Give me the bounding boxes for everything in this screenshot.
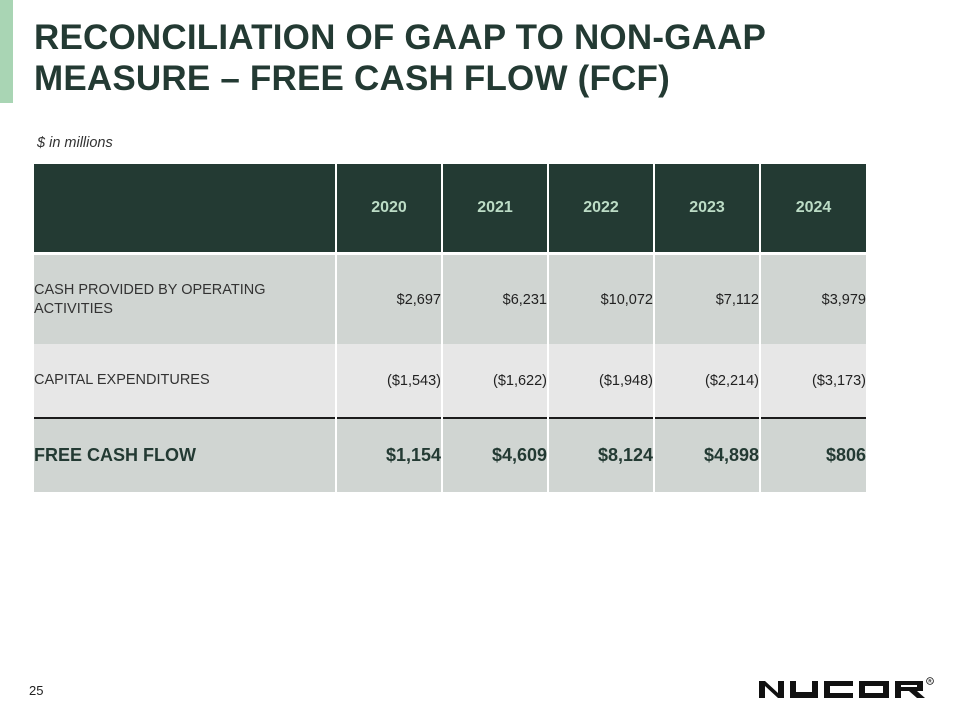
cell-operating-cash-2024: $3,979: [760, 255, 866, 344]
registered-mark-icon: R: [926, 677, 934, 685]
cell-operating-cash-2020: $2,697: [336, 255, 443, 344]
row-label-capital-expenditures: CAPITAL EXPENDITURES: [34, 344, 337, 418]
column-header-2022: 2022: [548, 164, 655, 252]
cell-operating-cash-2022: $10,072: [548, 255, 655, 344]
cell-fcf-2021: $4,609: [442, 419, 549, 492]
table-row-capital-expenditures: CAPITAL EXPENDITURES ($1,543) ($1,622) (…: [34, 344, 866, 418]
cell-capex-2020: ($1,543): [336, 344, 443, 418]
table-row-operating-cash: CASH PROVIDED BY OPERATING ACTIVITIES $2…: [34, 255, 866, 344]
cell-fcf-2020: $1,154: [336, 419, 443, 492]
fcf-reconciliation-table: 2020 2021 2022 2023 2024 CASH PROVIDED B…: [34, 164, 866, 492]
column-header-2021: 2021: [442, 164, 549, 252]
nucor-wordmark-icon: [759, 681, 925, 698]
header-corner-cell: [34, 164, 337, 252]
table-header-row: 2020 2021 2022 2023 2024: [34, 164, 866, 252]
nucor-logo: R: [759, 677, 934, 698]
cell-fcf-2024: $806: [760, 419, 866, 492]
svg-text:R: R: [928, 679, 932, 684]
page-number: 25: [29, 683, 44, 698]
cell-capex-2024: ($3,173): [760, 344, 866, 418]
cell-capex-2022: ($1,948): [548, 344, 655, 418]
page-title-line-1: RECONCILIATION OF GAAP TO NON-GAAP: [34, 18, 767, 57]
page-title-line-2: MEASURE – FREE CASH FLOW (FCF): [34, 59, 670, 98]
cell-fcf-2022: $8,124: [548, 419, 655, 492]
cell-capex-2023: ($2,214): [654, 344, 761, 418]
column-header-2020: 2020: [336, 164, 443, 252]
column-header-2024: 2024: [760, 164, 866, 252]
cell-operating-cash-2023: $7,112: [654, 255, 761, 344]
cell-fcf-2023: $4,898: [654, 419, 761, 492]
table-row-free-cash-flow: FREE CASH FLOW $1,154 $4,609 $8,124 $4,8…: [34, 419, 866, 492]
units-note: $ in millions: [37, 135, 113, 151]
header-spacer: [34, 252, 866, 255]
row-label-free-cash-flow: FREE CASH FLOW: [34, 419, 337, 492]
row-label-operating-cash: CASH PROVIDED BY OPERATING ACTIVITIES: [34, 255, 337, 344]
cell-capex-2021: ($1,622): [442, 344, 549, 418]
header-spacer-cell: [34, 252, 866, 255]
cell-operating-cash-2021: $6,231: [442, 255, 549, 344]
accent-bar: [0, 0, 13, 103]
column-header-2023: 2023: [654, 164, 761, 252]
page-title: RECONCILIATION OF GAAP TO NON-GAAP MEASU…: [34, 17, 934, 99]
